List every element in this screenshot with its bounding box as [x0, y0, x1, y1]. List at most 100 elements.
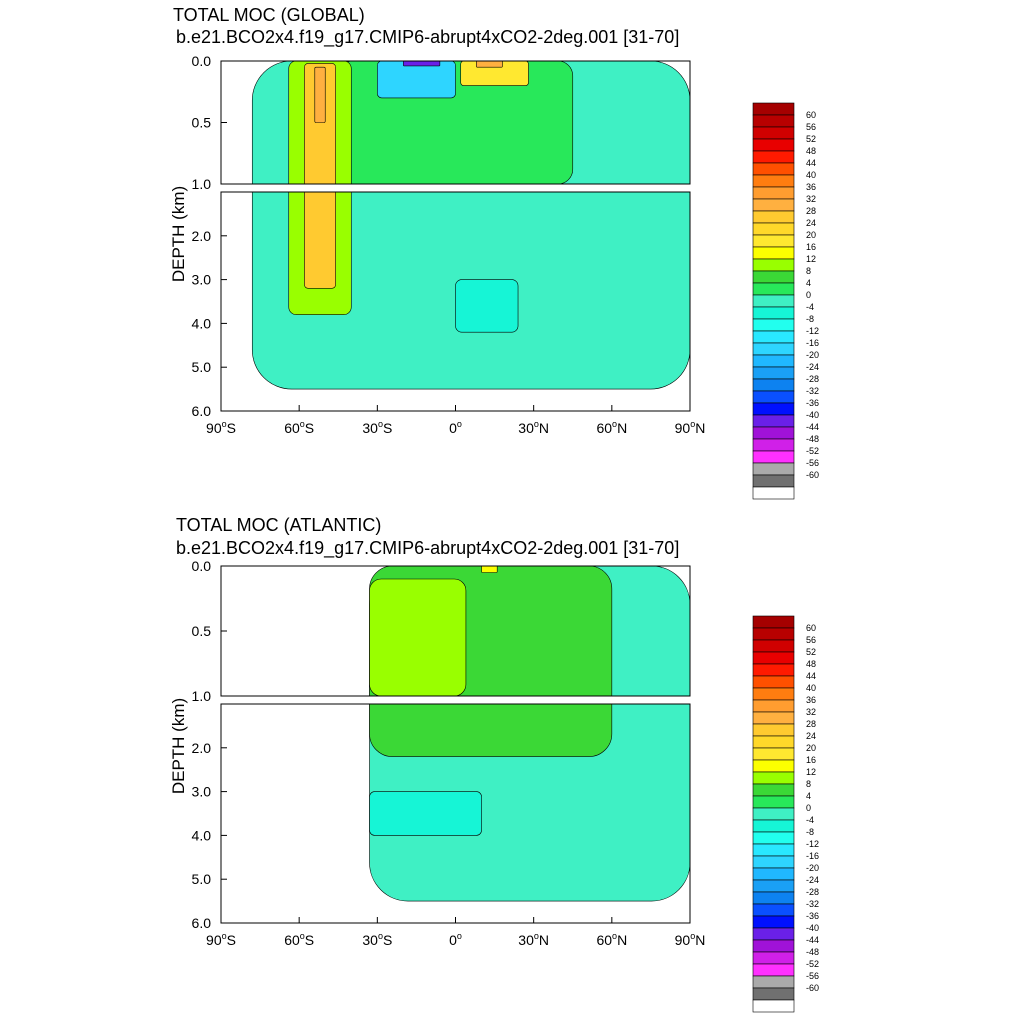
colorbar-label: 56: [806, 122, 816, 132]
colorbar-swatch: [752, 294, 795, 308]
x-tick-label: 90oN: [675, 931, 706, 948]
colorbar-swatch: [752, 747, 795, 761]
atlantic-y-ticks-lower: 2.0 3.0 4.0 5.0 6.0: [192, 740, 227, 931]
colorbar-swatch: [752, 999, 795, 1013]
colorbar-label: 28: [806, 719, 816, 729]
x-tick-label: 0o: [449, 931, 462, 948]
colorbar-swatch: [752, 639, 795, 653]
colorbar-label: 48: [806, 659, 816, 669]
colorbar-label: -16: [806, 338, 819, 348]
colorbar-label: -52: [806, 959, 819, 969]
colorbar-swatch: [752, 627, 795, 641]
atlantic-moc-panel: TOTAL MOC (ATLANTIC) b.e21.BCO2x4.f19_g1…: [169, 515, 705, 948]
colorbar-label: -28: [806, 374, 819, 384]
colorbar-label: -44: [806, 422, 819, 432]
colorbar-swatch: [752, 675, 795, 689]
colorbar-label: -4: [806, 815, 814, 825]
colorbar-label: -56: [806, 458, 819, 468]
colorbar-swatch: [752, 378, 795, 392]
atlantic-colorbar: 60565248444036322824201612840-4-8-12-16-…: [752, 615, 819, 1013]
colorbar-label: 20: [806, 743, 816, 753]
y-tick-label: 3.0: [192, 272, 212, 288]
colorbar-label: -32: [806, 899, 819, 909]
colorbar-label: -44: [806, 935, 819, 945]
colorbar-swatch: [752, 390, 795, 404]
y-tick-label: 0.5: [192, 115, 212, 131]
y-tick-label: 6.0: [192, 403, 212, 419]
colorbar-swatch: [752, 210, 795, 224]
colorbar-label: -52: [806, 446, 819, 456]
colorbar-label: -4: [806, 302, 814, 312]
colorbar-swatch: [752, 318, 795, 332]
x-tick-label: 30oN: [518, 419, 549, 436]
colorbar-swatch: [752, 867, 795, 881]
x-tick-label: 90oS: [206, 419, 236, 436]
y-tick-label: 5.0: [192, 359, 212, 375]
x-tick-label: 90oN: [675, 419, 706, 436]
colorbar-label: 28: [806, 206, 816, 216]
global-ylabel: DEPTH (km): [169, 186, 188, 282]
x-tick-label: 60oS: [284, 931, 314, 948]
colorbar-swatch: [752, 414, 795, 428]
x-tick-label: 60oS: [284, 419, 314, 436]
colorbar-swatch: [752, 198, 795, 212]
colorbar-label: 16: [806, 242, 816, 252]
x-tick-label: 30oS: [362, 419, 392, 436]
moc-region-deep-negative-cell-lower: [455, 279, 519, 333]
colorbar-label: 12: [806, 254, 816, 264]
colorbar-label: 32: [806, 707, 816, 717]
colorbar-swatch: [752, 783, 795, 797]
colorbar-label: 8: [806, 779, 811, 789]
y-tick-label: 0.0: [192, 53, 212, 69]
colorbar-swatch: [752, 126, 795, 140]
moc-region-deep-negative-cell-lower: [369, 791, 482, 836]
moc-region-upper-cell-max-upper: [481, 566, 498, 573]
colorbar-swatch: [752, 162, 795, 176]
colorbar-swatch: [752, 687, 795, 701]
y-tick-label: 4.0: [192, 827, 212, 843]
colorbar-label: 48: [806, 146, 816, 156]
colorbar-swatch: [752, 771, 795, 785]
colorbar-swatch: [752, 951, 795, 965]
colorbar-swatch: [752, 699, 795, 713]
colorbar-swatch: [752, 855, 795, 869]
colorbar-swatch: [752, 366, 795, 380]
colorbar-swatch: [752, 963, 795, 977]
global-x-ticks: 90oS 60oS 30oS 0o 30oN 60oN 90oN: [206, 405, 705, 436]
colorbar-swatch: [752, 114, 795, 128]
colorbar-label: 20: [806, 230, 816, 240]
atlantic-title: TOTAL MOC (ATLANTIC): [176, 515, 381, 535]
y-tick-label: 1.0: [192, 688, 212, 704]
colorbar-swatch: [752, 615, 795, 629]
x-tick-label: 0o: [449, 419, 462, 436]
y-tick-label: 0.5: [192, 623, 212, 639]
colorbar-label: -48: [806, 434, 819, 444]
y-tick-label: 2.0: [192, 228, 212, 244]
colorbar-label: -8: [806, 314, 814, 324]
colorbar-swatch: [752, 186, 795, 200]
atlantic-x-ticks: 90oS 60oS 30oS 0o 30oN 60oN 90oN: [206, 917, 705, 948]
colorbar-label: 24: [806, 218, 816, 228]
colorbar-label: -40: [806, 923, 819, 933]
colorbar-label: -16: [806, 851, 819, 861]
colorbar-swatch: [752, 462, 795, 476]
colorbar-label: 60: [806, 623, 816, 633]
colorbar-swatch: [752, 735, 795, 749]
colorbar-swatch: [752, 102, 795, 116]
colorbar-swatch: [752, 939, 795, 953]
moc-region-tropical-negative-cell-min-upper: [403, 61, 441, 67]
global-plot-area: [220, 60, 691, 412]
colorbar-label: 52: [806, 647, 816, 657]
colorbar-swatch: [752, 258, 795, 272]
colorbar-swatch: [752, 711, 795, 725]
colorbar-label: 44: [806, 671, 816, 681]
colorbar-label: 32: [806, 194, 816, 204]
colorbar-label: 4: [806, 278, 811, 288]
atlantic-plot-area: [220, 565, 691, 924]
colorbar-label: -36: [806, 911, 819, 921]
colorbar-label: -12: [806, 839, 819, 849]
x-tick-label: 30oN: [518, 931, 549, 948]
colorbar-label: -32: [806, 386, 819, 396]
colorbar-swatch: [752, 150, 795, 164]
